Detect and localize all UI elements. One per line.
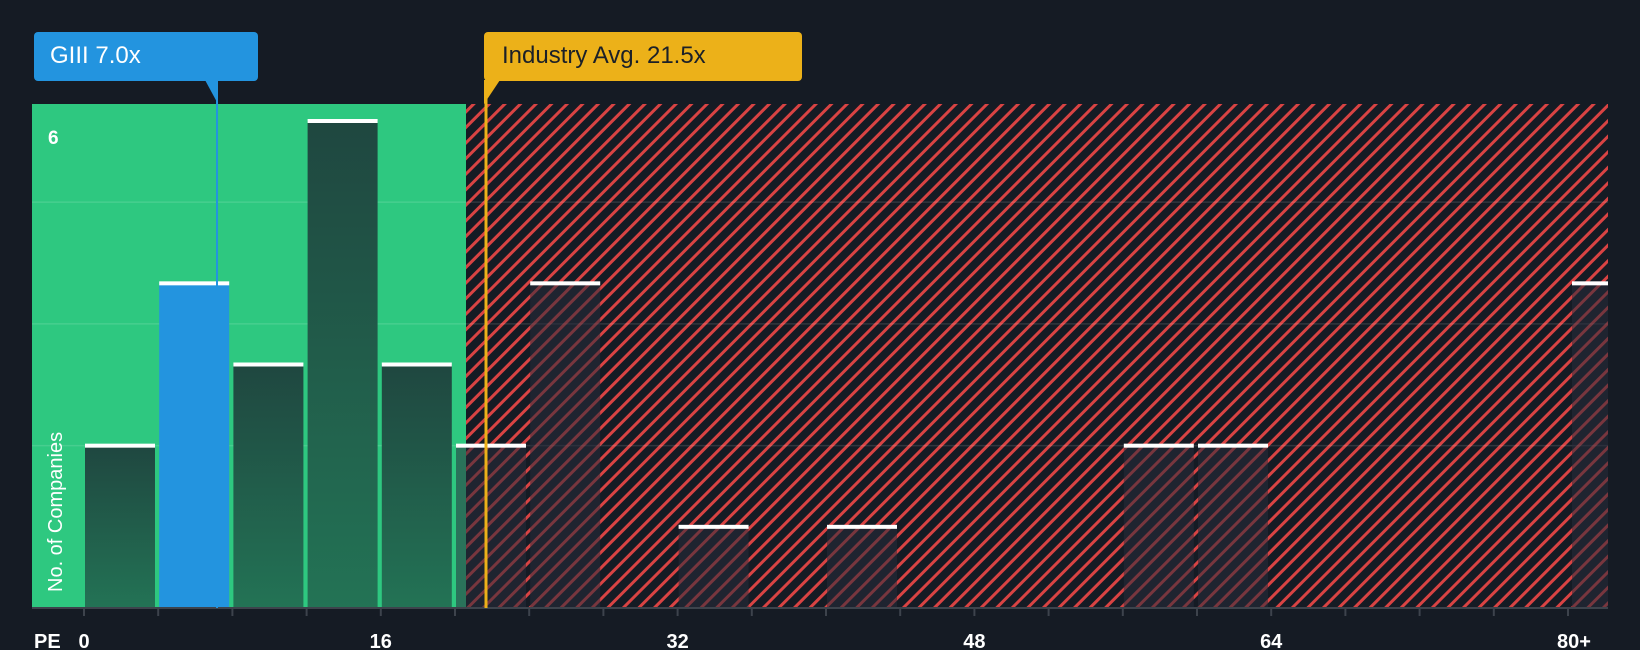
bar-40-44 <box>827 526 897 608</box>
bar-20-24 <box>456 445 526 608</box>
y-axis-label: No. of Companies <box>45 432 67 592</box>
x-tick-labels: 0 16 32 48 64 80+ <box>78 631 1591 650</box>
bar-4-8 <box>159 283 230 608</box>
industry-avg-callout: Industry Avg. 21.5x <box>484 32 802 81</box>
x-tick-label: 32 <box>666 631 688 650</box>
bar-60-64 <box>1198 445 1268 608</box>
bar-16-20 <box>381 364 452 608</box>
company-pe-label: GIII 7.0x <box>50 42 141 69</box>
x-axis <box>32 607 1608 616</box>
bars <box>85 119 1608 608</box>
industry-callout-pointer <box>484 80 500 104</box>
bad-zone-hatch <box>466 104 1608 608</box>
bar-8-12 <box>233 364 304 608</box>
x-tick-label: 64 <box>1260 631 1283 650</box>
bar-32-36 <box>678 526 749 608</box>
bar-24-28 <box>530 283 601 608</box>
x-tick-label: 16 <box>370 631 392 650</box>
bar-56-60 <box>1123 445 1194 608</box>
y-tick-6: 6 <box>48 128 59 149</box>
company-callout-pointer <box>205 80 218 104</box>
industry-avg-label: Industry Avg. 21.5x <box>502 42 706 69</box>
bar-0-4 <box>85 445 155 608</box>
company-pe-callout: GIII 7.0x <box>34 32 258 81</box>
bar-80+ <box>1572 283 1608 608</box>
bar-12-16 <box>307 121 378 608</box>
x-tick-label: 48 <box>963 631 985 650</box>
x-axis-prefix: PE <box>34 631 61 650</box>
x-tick-label: 80+ <box>1557 631 1591 650</box>
x-tick-label: 0 <box>78 631 89 650</box>
